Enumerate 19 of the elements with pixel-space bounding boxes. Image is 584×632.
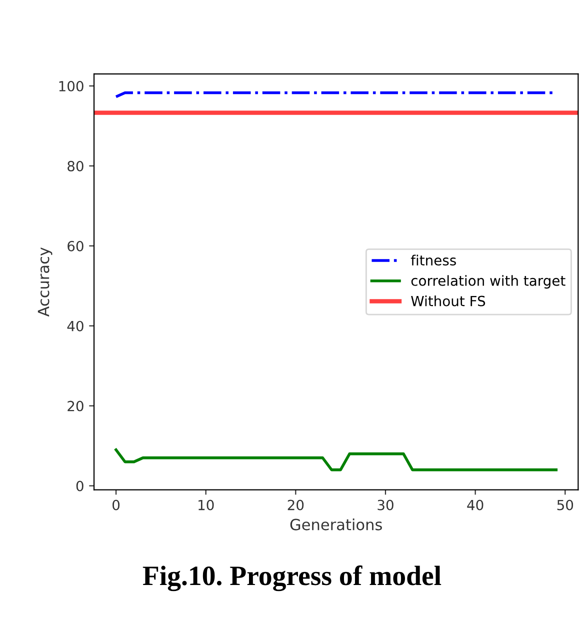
x-tick-label: 20 [288,500,304,510]
legend-label: correlation with target [411,275,566,289]
line-series [114,448,558,472]
y-tick-label: 100 [59,80,84,92]
x-tick-label: 50 [557,500,574,510]
y-tick-label: 60 [68,240,84,252]
x-tick-label: 40 [467,500,484,510]
caption: Fig.10. Progress of model [142,565,442,592]
y-tick-label: 0 [76,480,84,492]
y-tick-label: 80 [68,160,84,172]
y-axis-title: Accuracy [38,247,52,317]
x-tick-label: 0 [112,500,120,510]
x-tick-label: 10 [198,500,214,510]
x-axis-title: Generations [290,518,382,530]
legend-label: fitness [410,254,456,266]
x-tick-label: 30 [378,500,394,510]
y-tick-label: 20 [68,400,84,412]
y-tick-label: 40 [67,320,84,332]
legend-label: Without FS [411,296,486,306]
